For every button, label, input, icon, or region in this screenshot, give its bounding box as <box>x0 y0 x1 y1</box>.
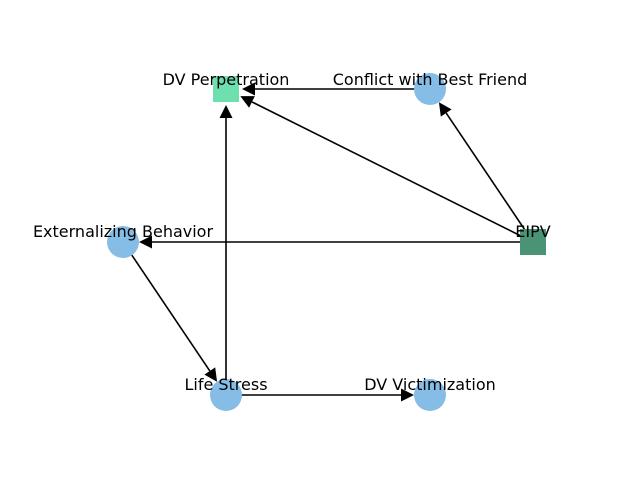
edge-life_stress-to-dv_perpetration <box>219 105 233 395</box>
edge-line <box>445 112 534 243</box>
edge-line <box>251 101 534 243</box>
node-eipv <box>520 229 546 255</box>
node-label-eipv: EIPV <box>515 222 550 241</box>
edges-layer <box>122 82 534 402</box>
node-dv_victimization <box>414 379 446 411</box>
nodes-layer <box>107 73 546 411</box>
arrowhead <box>242 82 255 96</box>
edge-eipv-to-conflict_best_friend <box>438 102 534 243</box>
labels-layer: DV Perpetration Conflict with Best Friend… <box>33 70 551 394</box>
arrowhead <box>240 96 255 108</box>
edge-life_stress-to-dv_victimization <box>226 388 414 402</box>
arrowhead <box>204 367 218 382</box>
edge-line <box>122 241 211 372</box>
arrowhead <box>139 235 152 249</box>
arrowhead <box>438 102 452 117</box>
node-conflict_best_friend <box>414 73 446 105</box>
arrowhead <box>219 105 233 118</box>
node-label-dv_victimization: DV Victimization <box>364 375 496 394</box>
edge-externalizing_behavior-to-life_stress <box>122 241 218 382</box>
edge-eipv-to-externalizing_behavior <box>139 235 533 249</box>
edge-conflict_best_friend-to-dv_perpetration <box>242 82 430 96</box>
node-label-conflict_best_friend: Conflict with Best Friend <box>333 70 528 89</box>
node-label-life_stress: Life Stress <box>184 375 267 394</box>
edge-eipv-to-dv_perpetration <box>240 96 534 243</box>
node-externalizing_behavior <box>107 226 139 258</box>
arrowhead <box>401 388 414 402</box>
node-label-dv_perpetration: DV Perpetration <box>163 70 290 89</box>
node-dv_perpetration <box>213 76 239 102</box>
node-label-externalizing_behavior: Externalizing Behavior <box>33 222 214 241</box>
node-life_stress <box>210 379 242 411</box>
